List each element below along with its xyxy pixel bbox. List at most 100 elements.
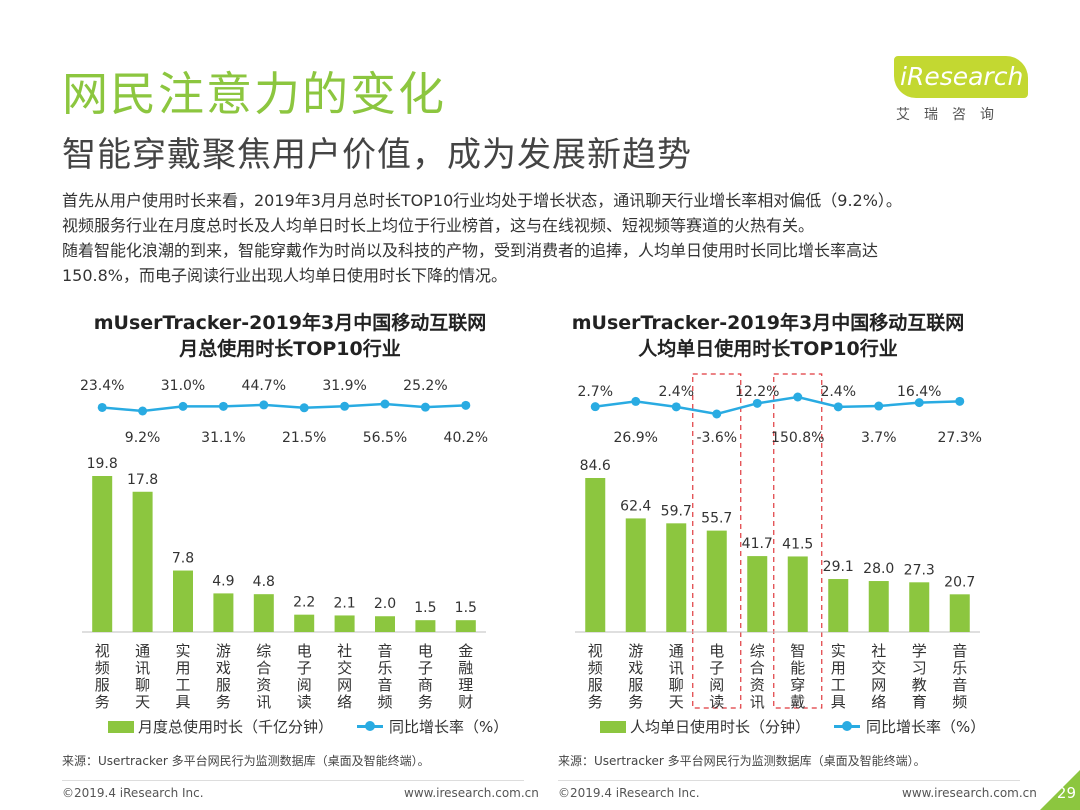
highlight-box — [692, 373, 742, 709]
bar — [585, 478, 606, 632]
right-chart-title-line: 人均单日使用时长TOP10行业 — [638, 338, 898, 360]
legend-line-swatch — [357, 721, 384, 731]
growth-rate-label: 12.2% — [735, 384, 779, 400]
growth-rate-point — [874, 401, 884, 411]
footer-url: www.iresearch.com.cn — [902, 786, 1037, 800]
category-label: 游戏服务 — [216, 642, 231, 711]
category-label: 综合资讯 — [750, 642, 765, 711]
growth-rate-point — [752, 398, 762, 408]
bar — [294, 614, 315, 632]
growth-rate-point — [218, 401, 228, 411]
bar-value-label: 2.1 — [333, 595, 355, 611]
category-label: 通讯聊天 — [135, 642, 150, 711]
legend-line-label: 同比增长率（%） — [866, 718, 986, 736]
growth-rate-line — [595, 395, 960, 416]
growth-rate-label: 23.4% — [80, 378, 124, 394]
growth-rate-label: 25.2% — [403, 378, 447, 394]
bar-value-label: 84.6 — [580, 458, 611, 474]
category-label: 游戏服务 — [628, 642, 643, 711]
right-chart-title-line: mUserTracker-2019年3月中国移动互联网 — [571, 312, 965, 334]
growth-rate-point — [178, 401, 188, 411]
bar — [173, 570, 193, 632]
highlight-box — [773, 373, 823, 709]
growth-rate-label: 44.7% — [242, 378, 286, 394]
intro-line: 随着智能化浪潮的到来，智能穿戴作为时尚以及科技的产物，受到消费者的追捧，人均单日… — [62, 241, 879, 260]
category-label: 学习教育 — [912, 642, 927, 711]
bar — [828, 579, 849, 632]
bar-value-label: 19.8 — [87, 456, 118, 472]
legend-line-swatch — [834, 721, 861, 731]
growth-rate-point — [712, 409, 722, 419]
growth-rate-label: 16.4% — [897, 384, 941, 400]
bar — [92, 476, 113, 632]
bar-value-label: 2.2 — [293, 595, 315, 611]
bar-value-label: 4.9 — [212, 573, 234, 589]
growth-rate-point — [461, 400, 471, 410]
growth-rate-point — [671, 402, 681, 412]
growth-rate-label: 26.9% — [614, 430, 658, 446]
category-label: 通讯聊天 — [669, 642, 684, 711]
bar-value-label: 2.0 — [374, 596, 396, 612]
category-label: 综合资讯 — [256, 642, 271, 711]
right-chart-legend: 人均单日使用时长（分钟） 同比增长率（%） — [600, 716, 985, 737]
growth-rate-point — [590, 402, 600, 412]
category-label: 视频服务 — [588, 642, 603, 711]
iresearch-logo: iResearch 艾瑞咨询 — [888, 56, 1028, 126]
growth-rate-label: 40.2% — [444, 430, 488, 446]
category-label: 音乐音频 — [952, 642, 967, 711]
growth-rate-point — [380, 399, 390, 409]
bar — [747, 556, 768, 632]
growth-rate-point — [138, 406, 148, 416]
bar-value-label: 4.8 — [253, 574, 275, 590]
page-title: 网民注意力的变化 — [62, 67, 446, 121]
growth-rate-label: 31.0% — [161, 378, 205, 394]
category-label: 实用工具 — [831, 642, 846, 711]
growth-rate-label: 21.5% — [282, 430, 326, 446]
growth-rate-label: 9.2% — [125, 430, 161, 446]
left-chart-title-line: mUserTracker-2019年3月中国移动互联网 — [93, 312, 487, 334]
legend-bar-swatch — [600, 720, 626, 733]
bar-value-label: 28.0 — [863, 561, 894, 577]
footer-copyright: ©2019.4 iResearch Inc. — [558, 786, 700, 800]
footer-url: www.iresearch.com.cn — [404, 786, 539, 800]
bar — [455, 620, 476, 632]
intro-text: 首先从用户使用时长来看，2019年3月月总时长TOP10行业均处于增长状态，通讯… — [62, 188, 1012, 288]
bar — [909, 582, 930, 632]
bar — [334, 615, 355, 632]
bar-value-label: 1.5 — [414, 600, 436, 616]
growth-rate-point — [259, 400, 269, 410]
bar-value-label: 41.5 — [782, 536, 813, 552]
legend-bar-label: 月度总使用时长（千亿分钟） — [138, 718, 334, 736]
growth-rate-point — [340, 401, 350, 411]
growth-rate-label: -3.6% — [696, 430, 737, 446]
bar — [132, 491, 153, 632]
right-chart-title: mUserTracker-2019年3月中国移动互联网 人均单日使用时长TOP1… — [518, 310, 1018, 362]
growth-rate-point — [833, 402, 843, 412]
bar — [415, 620, 436, 632]
bar-value-label: 1.5 — [455, 600, 477, 616]
bar — [706, 530, 727, 632]
category-label: 电子阅读 — [297, 642, 312, 711]
bar-value-label: 59.7 — [661, 503, 692, 519]
growth-rate-label: 150.8% — [771, 430, 824, 446]
category-label: 音乐音频 — [377, 642, 392, 711]
category-label: 社交网络 — [337, 642, 352, 711]
bar-value-label: 29.1 — [823, 559, 854, 575]
footer-divider — [62, 780, 524, 781]
growth-rate-label: 3.7% — [861, 430, 897, 446]
growth-rate-label: 31.1% — [201, 430, 245, 446]
category-label: 视频服务 — [95, 642, 110, 711]
category-label: 智能穿戴 — [790, 642, 805, 711]
category-label: 实用工具 — [175, 642, 190, 711]
bar — [949, 594, 970, 632]
growth-rate-point — [299, 403, 309, 413]
growth-rate-label: 2.4% — [820, 384, 856, 400]
growth-rate-line — [102, 402, 466, 413]
growth-rate-label: 56.5% — [363, 430, 407, 446]
growth-rate-point — [955, 396, 965, 406]
intro-line: 首先从用户使用时长来看，2019年3月月总时长TOP10行业均处于增长状态，通讯… — [62, 191, 902, 210]
bar — [868, 581, 889, 632]
left-chart-source: 来源：Usertracker 多平台网民行为监测数据库（桌面及智能终端）。 — [62, 754, 430, 768]
page-number: 29 — [1056, 784, 1076, 802]
bar-value-label: 55.7 — [701, 511, 732, 527]
